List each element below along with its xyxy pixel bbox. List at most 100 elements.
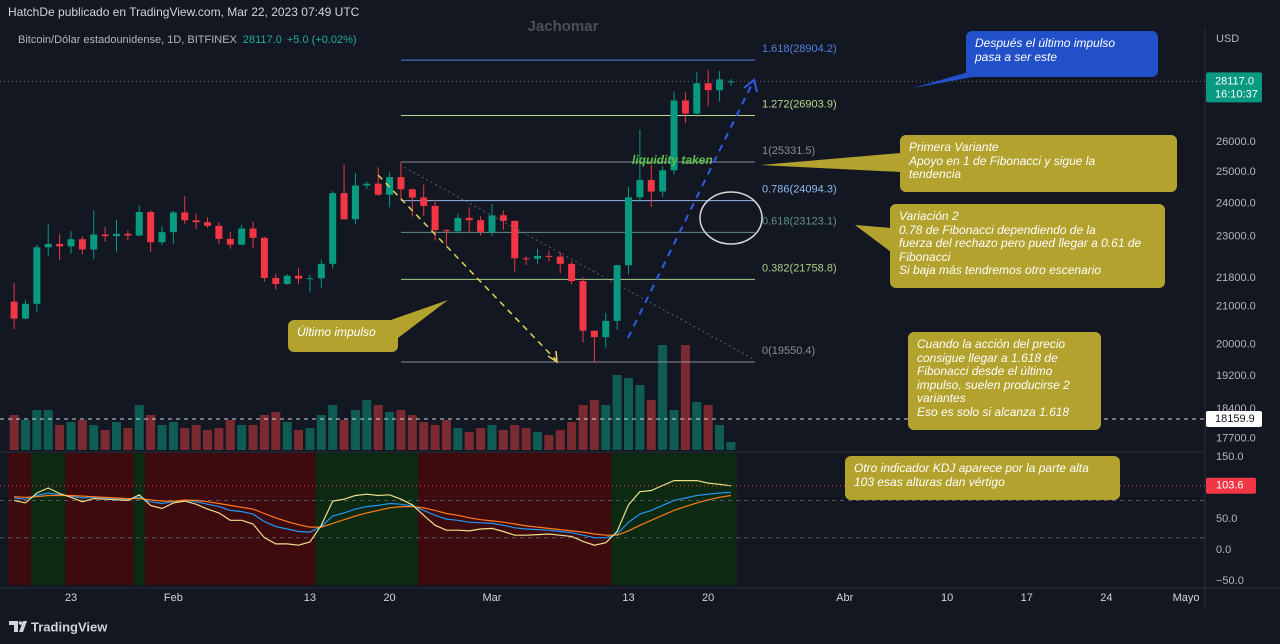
callout: Cuando la acción del precio consigue lle… [908,332,1101,430]
kdj-zone [315,453,328,585]
volume-bar [77,420,87,450]
kdj-zone [520,453,533,585]
volume-bar [191,425,201,450]
price-tick-label: 17700.0 [1216,433,1256,445]
crosshair-box [1206,410,1262,427]
kdj-zone [133,453,146,585]
time-tick-label: 20 [383,592,395,604]
trend-dotted [399,164,756,361]
kdj-zone [713,453,726,585]
candle-body [693,83,701,114]
kdj-zone [304,453,316,585]
volume-bar [555,430,565,450]
volume-bar [282,422,292,450]
kdj-zone [281,453,294,585]
kdj-zone [167,453,180,585]
volume-bar [316,415,326,450]
volume-bar [624,378,634,450]
volume-bar [203,430,213,450]
volume-bar [601,405,611,450]
price-box-label: 28117.0 [1215,75,1254,87]
volume-bar [532,432,542,450]
kdj-zone [691,453,703,585]
candle-body [306,278,314,280]
candle-body [192,220,200,223]
volume-bar [498,430,508,450]
candle-body [169,212,177,233]
volume-bar [237,425,247,450]
time-tick-label: Feb [164,592,183,604]
candle-body [579,281,587,331]
candle-body [431,205,439,231]
candle-body [124,233,132,236]
callout-pointer [760,153,901,172]
kdj-zone [622,453,635,585]
logo-dot [18,621,23,625]
volume-bar [407,415,417,450]
candle-body [545,255,553,257]
candle-body [477,220,485,232]
price-box [1206,72,1262,103]
price-tick-label: 23000.0 [1216,230,1256,242]
candle-body [204,222,212,226]
candle-body [442,230,450,232]
kdj-zone [429,453,442,585]
kdj-zone [213,453,225,585]
candle-body [272,277,280,284]
candle-body [568,263,576,282]
candle-body [727,81,735,83]
kdj-zone [486,453,498,585]
liquidity-label: liquidity taken [632,153,713,167]
fib-label: 0.786(24094.3) [762,184,837,196]
volume-bar [510,425,520,450]
fib-label: 1(25331.5) [762,145,815,157]
volume-bar [464,432,474,450]
candle-body [238,228,246,245]
candle-body [317,263,325,279]
kdj-tick-label: 150.0 [1216,451,1244,463]
candle-body [488,215,496,232]
symbol-title: Bitcoin/Dólar estadounidense, 1D, BITFIN… [18,34,238,46]
volume-bar [612,375,622,450]
price-tick-label: 21000.0 [1216,301,1256,313]
volume-bar [43,410,53,450]
kdj-zone [543,453,555,585]
volume-bar [271,412,281,450]
blue-dashed [627,83,753,339]
volume-bar [476,428,486,450]
time-tick-label: 13 [622,592,634,604]
circle-mark [699,191,763,245]
candle-body [625,197,633,266]
volume-bar [726,442,736,450]
volume-bar [20,420,30,450]
time-tick-label: 20 [702,592,714,604]
kdj-zone [8,453,21,585]
candle-body [21,303,29,319]
volume-bar [305,428,315,450]
kdj-zone [270,453,282,585]
kdj-zone [258,453,271,585]
kdj-zone [383,453,396,585]
kdj-zone [156,453,169,585]
candle-body [283,275,291,284]
price-tick-label: 26000.0 [1216,136,1256,148]
volume-bar [328,405,338,450]
volume-bar [703,405,713,450]
volume-bar [362,400,372,450]
volume-bar [441,420,451,450]
time-tick-label: 23 [65,592,77,604]
candle-body [135,212,143,236]
volume-bar [146,415,156,450]
fib-label: 0.618(23123.1) [762,215,837,227]
volume-bar [669,410,679,450]
footer-bar [0,610,1280,644]
tv-logo [9,621,27,632]
volume-bar [350,410,360,450]
volume-bar [100,430,110,450]
publisher-line: HatchDe publicado en TradingView.com, Ma… [8,5,360,19]
candle-body [386,177,394,195]
kdj-zone [565,453,578,585]
candle-body [363,183,371,186]
time-tick-label: 13 [304,592,316,604]
